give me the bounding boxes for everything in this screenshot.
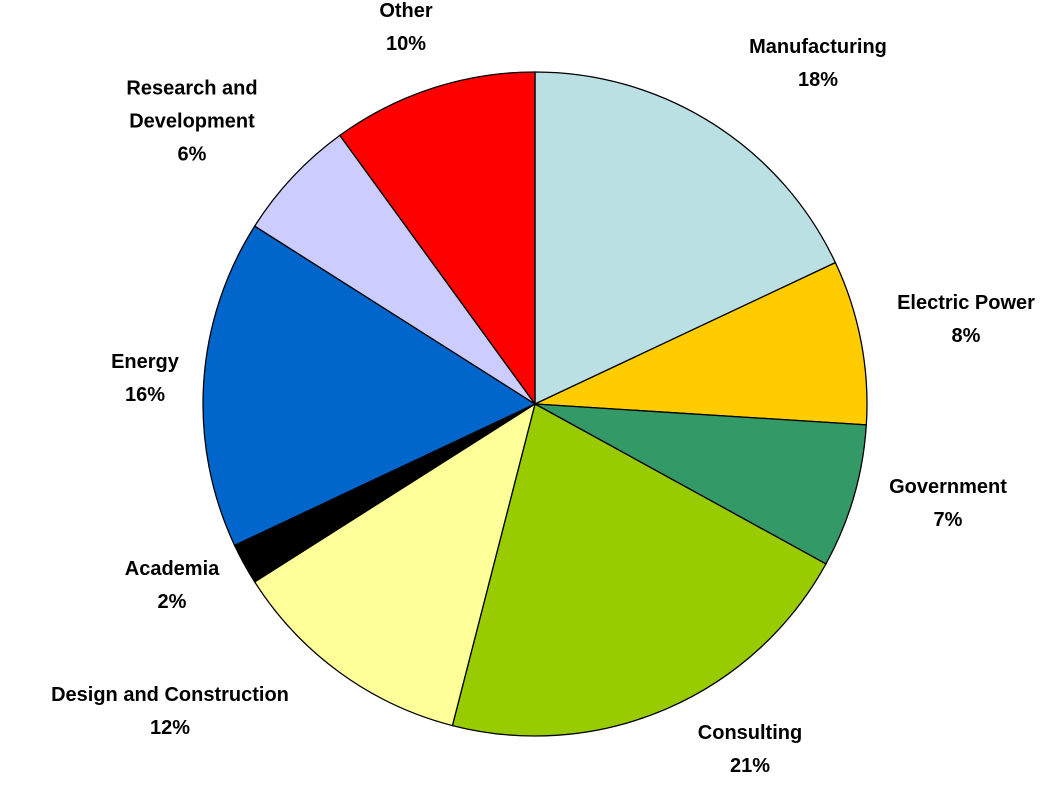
slice-category-label: Energy [111,351,180,373]
slice-percent-label: 21% [730,755,770,777]
pie-labels: Manufacturing 18% Electric Power 8% Governme… [51,0,1035,777]
pie-slice-manufacturing [534,71,837,406]
pie-slice-other [338,71,536,407]
pie-slice-electric-power [534,261,868,426]
slice-category-label: Academia [125,558,220,580]
slice-percent-label: 8% [952,325,981,347]
slice-percent-label: 2% [158,591,187,613]
slice-category-label: Consulting [698,722,802,744]
slice-category-label: Research and [126,77,257,99]
slice-category-label: Government [889,476,1007,498]
pie-slice-government [534,403,868,565]
pie-slice-energy [202,225,537,547]
pie-slice-research-and-development [253,134,536,405]
slice-percent-label: 18% [798,69,838,91]
slice-percent-label: 7% [934,509,963,531]
slice-percent-label: 10% [386,33,426,55]
slice-category-label: Development [129,110,255,132]
slice-category-label: Other [379,0,433,22]
pie-slice-consulting [451,403,827,737]
slice-percent-label: 16% [125,384,165,406]
pie-slice-design-and-construction [253,402,537,727]
pie-slices [202,71,868,737]
slice-category-label: Electric Power [897,292,1035,314]
slice-percent-label: 12% [150,717,190,739]
slice-category-label: Manufacturing [749,36,887,58]
slice-percent-label: 6% [178,143,207,165]
slice-category-label: Design and Construction [51,684,289,706]
